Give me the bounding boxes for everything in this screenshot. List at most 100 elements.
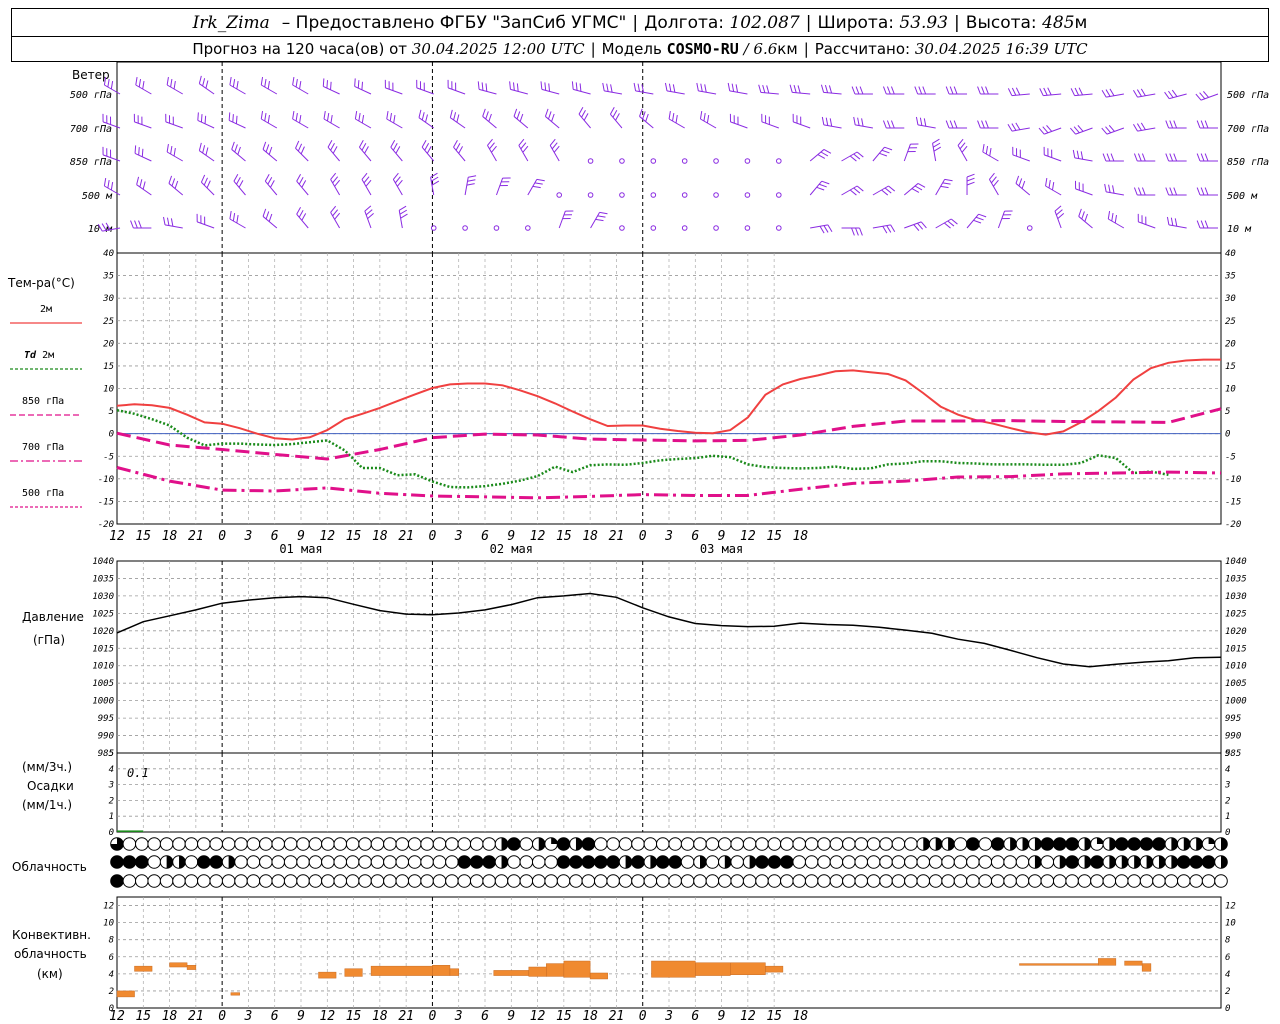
wind-barb-tick [361, 115, 365, 124]
wind-barb-tick [599, 211, 608, 215]
cloud-cover-symbol [879, 837, 893, 851]
wind-barb [1133, 88, 1156, 98]
cloud-cover-symbol [953, 874, 968, 888]
wind-barb-tick [949, 86, 954, 95]
cloud-cover-circle [978, 855, 993, 869]
cloud-cover-symbol [494, 874, 509, 888]
cloud-cover-circle [383, 837, 397, 851]
wind-barb-tick [853, 116, 856, 125]
wind-barb-tick [513, 108, 518, 117]
conv-x-tick: 18 [793, 1009, 809, 1024]
wind-barb [758, 84, 779, 95]
conv-x-tick: 15 [766, 1009, 782, 1024]
cloud-cover-circle [655, 837, 670, 851]
wind-barb [322, 78, 340, 95]
cloud-cover-circle [879, 837, 893, 851]
pressure-tick-left: 1040 [92, 557, 114, 567]
cloud-cover-circle [184, 837, 199, 851]
wind-barb [544, 108, 560, 129]
cloud-cover-symbol [941, 855, 955, 869]
cloud-cover-fill [1034, 855, 1042, 869]
wind-calm-marker [430, 225, 437, 231]
precip-tick-right: 4 [1225, 765, 1230, 775]
wind-calm-marker [619, 158, 625, 164]
temp-tick-left: 35 [102, 272, 114, 282]
wind-barb-tick [819, 183, 827, 188]
legend-prefix: Td [24, 350, 42, 361]
wind-barb-staff [450, 117, 466, 129]
wind-barb-tick [229, 211, 232, 220]
wind-barb [430, 172, 440, 196]
cloud-cover-symbol [705, 855, 720, 869]
wind-barb-tick [301, 180, 307, 188]
wind-barb [384, 79, 403, 95]
wind-barb-tick [229, 77, 232, 86]
cloud-cover-circle [209, 855, 224, 869]
wind-barb-tick [1109, 88, 1115, 96]
wind-barb-tick [487, 138, 493, 146]
wind-barb-tick [138, 79, 142, 88]
precip-tick-right: 5 [1225, 749, 1230, 759]
cloud-cover-symbol [234, 874, 248, 888]
wind-barb-staff [988, 179, 999, 196]
wind-barb-staff [1044, 127, 1062, 135]
wind-barb-staff [590, 212, 601, 229]
conv-x-tick: 21 [609, 1009, 625, 1024]
pressure-tick-right: 1015 [1225, 644, 1247, 654]
wind-barb-tick [298, 177, 304, 185]
wind-barb-tick [727, 82, 731, 91]
wind-barb-staff [135, 84, 152, 95]
wind-barb [292, 111, 309, 129]
wind-barb-tick [1112, 185, 1115, 194]
wind-barb-tick [205, 80, 209, 89]
wind-barb-tick [820, 84, 825, 93]
wind-barb [872, 224, 896, 234]
wind-barb-staff [430, 177, 435, 196]
cloud-cover-fill [1208, 837, 1215, 844]
cloud-cover-circle [1065, 855, 1079, 869]
cloud-cover-symbol [1139, 837, 1154, 851]
conv-cloud-bar [186, 965, 197, 970]
wind-barb-tick [236, 177, 241, 185]
wind-barb-tick [602, 82, 605, 91]
cloud-cover-circle [953, 874, 968, 888]
cloud-cover-circle [370, 837, 385, 851]
cloud-cover-circle [469, 837, 484, 851]
cloud-cover-symbol [643, 837, 658, 851]
wind-barb-tick [363, 176, 370, 184]
wind-barb-tick [856, 151, 864, 158]
temp-series-3 [116, 466, 1222, 500]
cloud-cover-circle [1028, 874, 1042, 888]
cloud-cover-symbol [742, 837, 757, 851]
pressure-tick-right: 995 [1225, 714, 1241, 724]
wind-barb-tick [1046, 125, 1053, 132]
wind-barb-staff [1106, 191, 1124, 196]
cloud-cover-circle [718, 837, 732, 851]
cloud-cover-fill [1134, 855, 1141, 869]
cloud-cover-symbol [854, 855, 869, 869]
wind-barb-staff [793, 121, 811, 129]
cloud-cover-symbol [966, 874, 980, 888]
cloud-cover-circle [370, 855, 385, 869]
wind-barb-tick [232, 79, 236, 88]
wind-barb-tick [1011, 123, 1017, 131]
cloud-cover-symbol [197, 855, 211, 869]
cloud-cover-symbol [767, 874, 782, 888]
wind-barb [664, 82, 685, 95]
legend-name: 850 гПа [22, 396, 64, 407]
cloud-cover-symbol [643, 855, 658, 869]
cloud-cover-symbol [891, 837, 906, 851]
wind-barb-tick [1200, 153, 1205, 162]
cloud-cover-circle [705, 874, 720, 888]
temp-tick-right: -20 [1225, 520, 1241, 530]
cloud-cover-circle [730, 837, 745, 851]
cloud-cover-symbol [891, 855, 906, 869]
wind-barb-tick [1021, 180, 1026, 189]
wind-barb [841, 151, 864, 162]
cloud-cover-symbol [172, 874, 186, 888]
cloud-cover-circle [742, 874, 757, 888]
wind-barb [260, 77, 278, 95]
wind-barb-tick [1195, 93, 1202, 101]
cloud-cover-symbol [866, 837, 881, 851]
altitude-value: 485 [1042, 12, 1075, 33]
